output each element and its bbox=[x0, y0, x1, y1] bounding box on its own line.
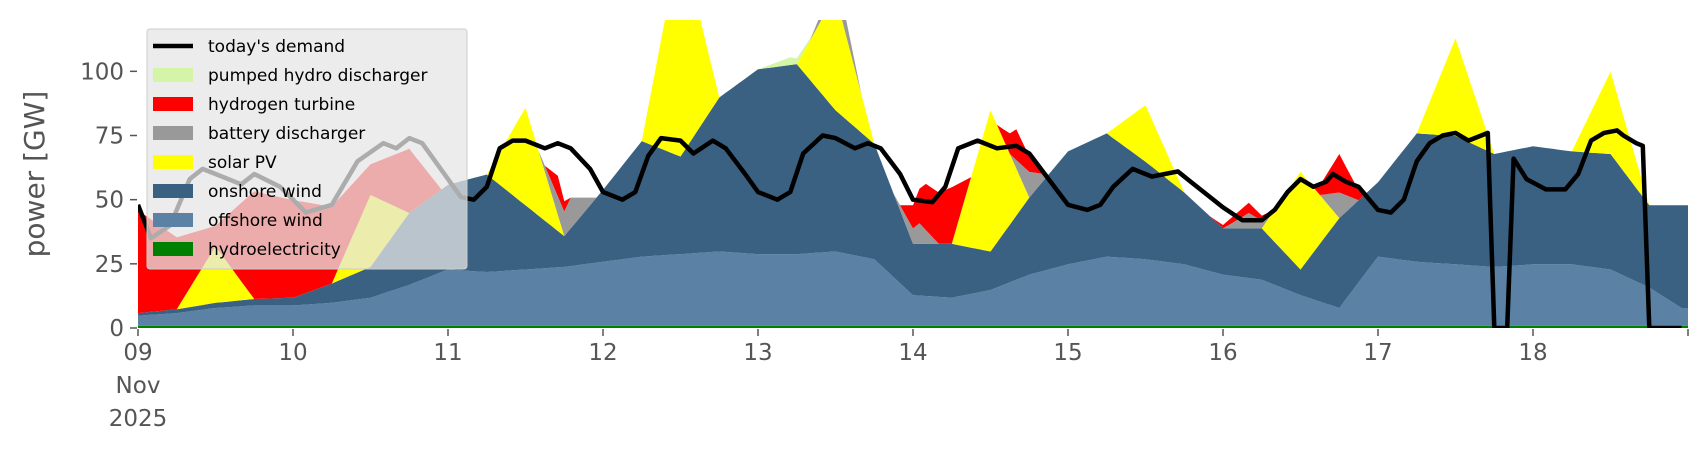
series-solar-pv bbox=[138, 20, 1688, 314]
y-tick-label: 75 bbox=[95, 124, 124, 150]
x-tick-label: 18 bbox=[1518, 340, 1547, 366]
x-tick-label: 12 bbox=[588, 340, 617, 366]
legend-label: today's demand bbox=[208, 37, 345, 57]
legend-swatch bbox=[153, 184, 193, 198]
y-tick-label: 50 bbox=[95, 188, 124, 214]
x-tick-label: 14 bbox=[898, 340, 927, 366]
x-tick-label: Nov bbox=[116, 373, 161, 399]
x-tick-label: 16 bbox=[1208, 340, 1237, 366]
x-tick-label: 17 bbox=[1363, 340, 1392, 366]
series-onshore-wind bbox=[138, 64, 1688, 316]
axes: 0 25 50 75 100 09 Nov 2025 10 11 12 13 14 15 16 17 18 bbox=[80, 59, 1689, 432]
y-tick-label: 100 bbox=[80, 59, 124, 85]
legend-label: battery discharger bbox=[208, 124, 365, 144]
legend-swatch bbox=[153, 126, 193, 140]
legend-label: offshore wind bbox=[208, 211, 323, 231]
legend-swatch bbox=[153, 213, 193, 227]
legend-label: hydrogen turbine bbox=[208, 95, 355, 115]
legend-frame bbox=[146, 28, 468, 270]
y-tick-label: 0 bbox=[109, 316, 124, 342]
x-tick-label: 15 bbox=[1053, 340, 1082, 366]
y-axis-label: power [GW] bbox=[18, 91, 51, 258]
legend: today's demand pumped hydro discharger hyd… bbox=[146, 28, 468, 270]
series-offshore-wind bbox=[138, 251, 1688, 326]
x-tick-label: 09 bbox=[123, 340, 152, 366]
legend-label: solar PV bbox=[208, 153, 277, 173]
x-tick-label: 13 bbox=[743, 340, 772, 366]
series-hydrogen-turbine bbox=[138, 20, 1688, 314]
y-tick-label: 25 bbox=[95, 252, 124, 278]
legend-swatch bbox=[153, 68, 193, 82]
x-tick-label: 2025 bbox=[109, 406, 168, 432]
legend-label: onshore wind bbox=[208, 182, 322, 202]
legend-swatch bbox=[153, 155, 193, 169]
legend-label: pumped hydro discharger bbox=[208, 66, 427, 86]
legend-label: hydroelectricity bbox=[208, 240, 341, 260]
x-tick-label: 10 bbox=[278, 340, 307, 366]
area-series-layer bbox=[138, 20, 1688, 328]
legend-swatch bbox=[153, 242, 193, 256]
x-tick-label: 11 bbox=[433, 340, 462, 366]
series-hydroelectricity bbox=[138, 325, 1688, 328]
legend-swatch bbox=[153, 97, 193, 111]
